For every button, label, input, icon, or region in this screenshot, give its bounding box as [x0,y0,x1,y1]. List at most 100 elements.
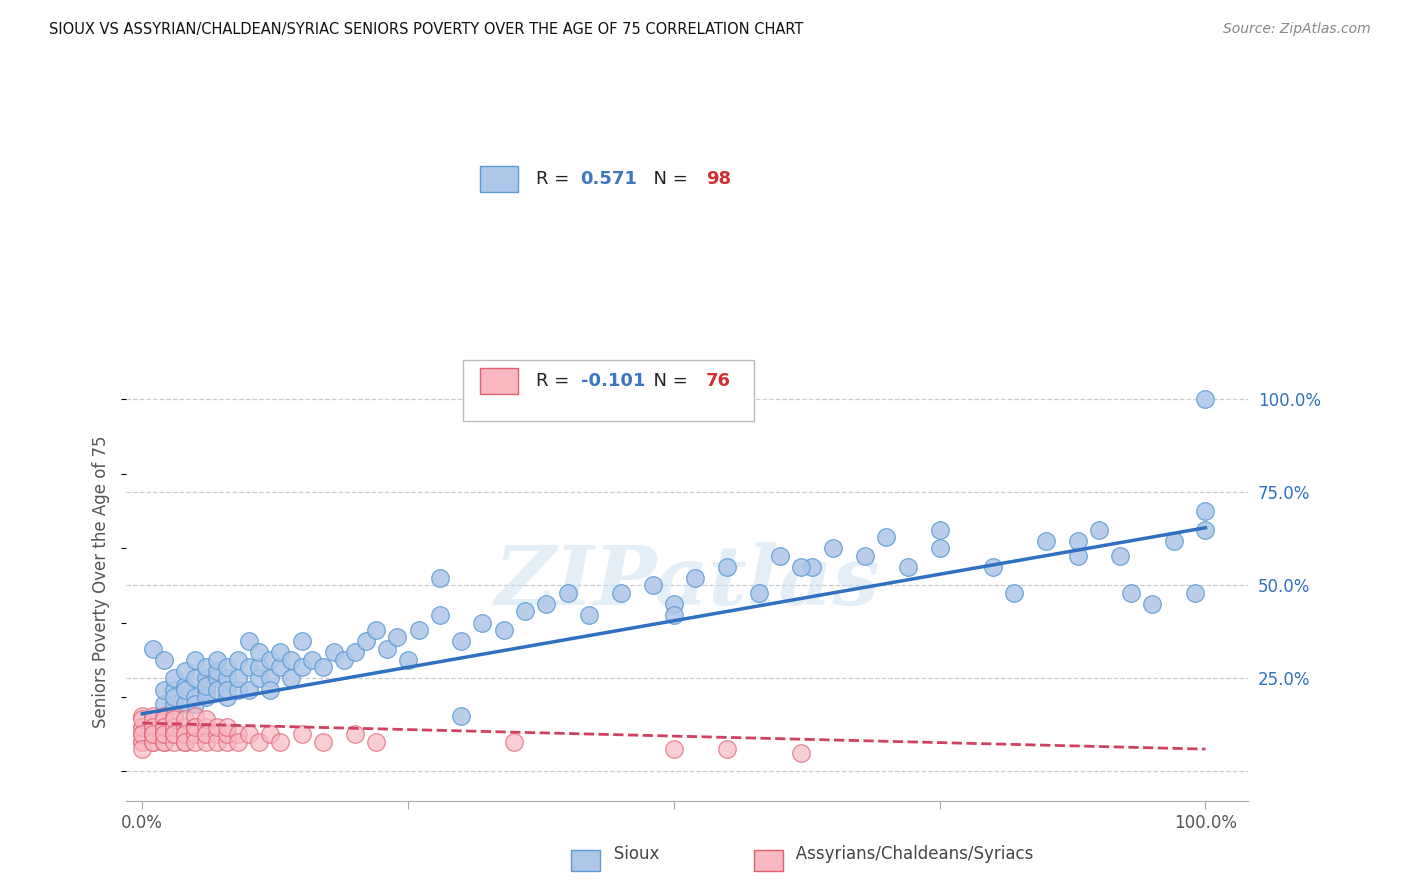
Point [1194,523,1216,537]
Point [217,720,239,734]
Point [152,734,174,748]
Point [259,682,281,697]
Point [184,734,207,748]
Point [247,660,270,674]
Point [503,734,526,748]
Point [152,734,174,748]
Text: SIOUX VS ASSYRIAN/CHALDEAN/SYRIAC SENIORS POVERTY OVER THE AGE OF 75 CORRELATION: SIOUX VS ASSYRIAN/CHALDEAN/SYRIAC SENIOR… [49,22,804,37]
Point [217,727,239,741]
Point [557,586,579,600]
Point [163,720,186,734]
Point [662,597,685,611]
Point [928,541,950,556]
Point [173,664,195,678]
Point [801,559,824,574]
Point [163,682,186,697]
Point [259,727,281,741]
Point [142,734,165,748]
Point [142,727,165,741]
Point [748,586,770,600]
Point [205,664,228,678]
Point [163,720,186,734]
Point [790,746,813,760]
Point [1002,586,1025,600]
Point [217,734,239,748]
Point [205,720,228,734]
Point [142,720,165,734]
Point [152,682,174,697]
Point [354,634,377,648]
Point [152,720,174,734]
Point [195,660,218,674]
Point [184,708,207,723]
Point [513,604,536,618]
Point [217,672,239,686]
Point [928,523,950,537]
Point [205,672,228,686]
Point [163,727,186,741]
Point [131,708,153,723]
Point [396,653,419,667]
Text: Assyrians/Chaldeans/Syriacs: Assyrians/Chaldeans/Syriacs [780,846,1033,863]
Point [333,653,356,667]
Point [716,742,738,756]
Point [259,672,281,686]
Point [131,742,153,756]
Point [226,734,249,748]
Point [247,734,270,748]
Point [1194,392,1216,407]
Point [981,559,1004,574]
Point [173,712,195,726]
Point [142,727,165,741]
Point [163,727,186,741]
Text: 76: 76 [706,372,731,390]
Point [536,597,558,611]
Point [247,645,270,659]
Point [173,679,195,693]
Point [152,727,174,741]
Point [280,672,302,686]
Point [163,712,186,726]
Point [184,727,207,741]
Point [259,653,281,667]
Point [790,559,813,574]
Point [184,653,207,667]
Point [387,631,409,645]
Point [1088,523,1111,537]
Point [312,660,335,674]
Point [152,727,174,741]
Point [1142,597,1164,611]
Point [343,645,366,659]
Point [163,690,186,704]
Point [184,698,207,712]
Point [609,586,631,600]
Point [184,720,207,734]
Point [301,653,323,667]
Point [716,559,738,574]
FancyBboxPatch shape [479,166,517,192]
Point [152,720,174,734]
Point [226,672,249,686]
Point [280,653,302,667]
Text: R =: R = [536,372,575,390]
Text: Sioux: Sioux [598,846,659,863]
Point [823,541,845,556]
Point [492,623,515,637]
Point [195,682,218,697]
Point [366,623,388,637]
Text: N =: N = [643,169,693,188]
Point [142,720,165,734]
Point [876,530,898,544]
Point [343,727,366,741]
Y-axis label: Seniors Poverty Over the Age of 75: Seniors Poverty Over the Age of 75 [93,435,110,728]
Text: Source: ZipAtlas.com: Source: ZipAtlas.com [1223,22,1371,37]
Point [662,608,685,623]
Point [853,549,876,563]
Point [152,653,174,667]
Point [163,727,186,741]
Point [195,734,218,748]
Point [184,720,207,734]
Point [291,634,314,648]
Point [205,734,228,748]
FancyBboxPatch shape [463,360,755,421]
